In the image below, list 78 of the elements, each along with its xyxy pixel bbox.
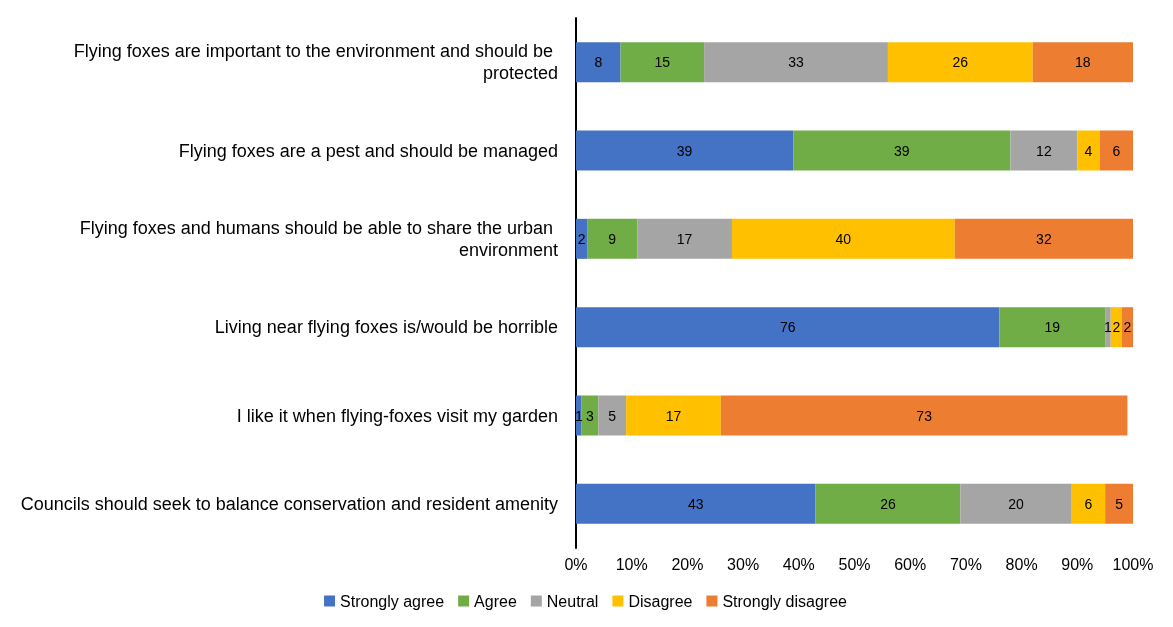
bar [960, 483, 1072, 524]
data-label: 26 [880, 495, 896, 512]
bar [598, 395, 627, 436]
x-tick-label: 80% [1005, 555, 1038, 573]
legend-label: Agree [474, 592, 517, 610]
data-label: 39 [894, 142, 910, 159]
data-label: 8 [594, 54, 603, 71]
data-label: 39 [676, 142, 693, 159]
bar [1010, 130, 1078, 171]
legend-label: Disagree [628, 592, 693, 610]
data-label: 3 [586, 407, 595, 424]
y-tick-label: Living near flying foxes is/would be horrible [214, 317, 558, 338]
x-tick-label: 50% [838, 555, 871, 573]
bar [793, 130, 1011, 171]
data-label: 32 [1036, 230, 1052, 247]
bar [576, 483, 816, 524]
bar [1032, 42, 1133, 83]
data-label: 15 [654, 54, 671, 71]
bar [576, 130, 794, 171]
data-label: 76 [779, 319, 796, 336]
bar [815, 483, 961, 524]
data-label: 18 [1075, 54, 1091, 71]
bar [576, 42, 621, 83]
bar [731, 218, 955, 259]
bar [704, 42, 888, 83]
y-tick-label: Flying foxes are important to the environment and should be protected [73, 41, 558, 84]
bar [587, 218, 638, 259]
bar [999, 307, 1106, 348]
x-tick-label: 20% [671, 555, 704, 573]
bar [637, 218, 732, 259]
legend-label: Strongly disagree [722, 592, 848, 610]
data-label: 33 [788, 54, 805, 71]
bar [1105, 307, 1111, 348]
bar [620, 42, 705, 83]
data-label: 17 [676, 230, 693, 247]
data-label: 17 [665, 407, 682, 424]
data-label: 4 [1084, 142, 1093, 159]
data-label: 2 [1123, 319, 1132, 336]
bar [720, 395, 1128, 436]
bar [954, 218, 1133, 259]
y-tick-label: Councils should seek to balance conservation and resident amenity [20, 493, 558, 514]
data-label: 12 [1036, 142, 1052, 159]
bar [576, 395, 582, 436]
data-label: 40 [835, 230, 852, 247]
y-tick-label: Flying foxes are a pest and should be managed [178, 140, 558, 161]
data-label: 6 [1112, 142, 1121, 159]
data-label: 73 [916, 407, 933, 424]
bar [1071, 483, 1106, 524]
data-label: 2 [1112, 319, 1121, 336]
bar [1077, 130, 1100, 171]
legend-label: Neutral [546, 592, 599, 610]
data-label: 1 [1104, 319, 1113, 336]
data-label: 9 [608, 230, 617, 247]
y-tick-label: I like it when flying-foxes visit my garden [236, 405, 558, 426]
data-label: 5 [1115, 495, 1124, 512]
x-tick-label: 0% [564, 555, 588, 573]
y-tick-label: Flying foxes and humans should be able to share the urban environment [79, 217, 558, 260]
x-tick-label: 40% [782, 555, 815, 573]
bar [576, 307, 1000, 348]
data-label: 43 [687, 495, 704, 512]
data-label: 26 [952, 54, 969, 71]
data-label: 2 [577, 230, 586, 247]
x-tick-label: 70% [949, 555, 982, 573]
data-label: 19 [1044, 319, 1061, 336]
data-label: 20 [1008, 495, 1025, 512]
bar [887, 42, 1033, 83]
bar [1105, 483, 1133, 524]
x-tick-label: 30% [727, 555, 760, 573]
x-tick-label: 60% [894, 555, 927, 573]
x-tick-label: 10% [615, 555, 648, 573]
data-label: 5 [608, 407, 617, 424]
data-label: 6 [1084, 495, 1093, 512]
x-tick-label: 100% [1112, 555, 1154, 573]
bar [626, 395, 721, 436]
data-label: 1 [574, 407, 583, 424]
legend-label: Strongly agree [340, 592, 445, 610]
x-tick-label: 90% [1061, 555, 1094, 573]
bar [1099, 130, 1133, 171]
